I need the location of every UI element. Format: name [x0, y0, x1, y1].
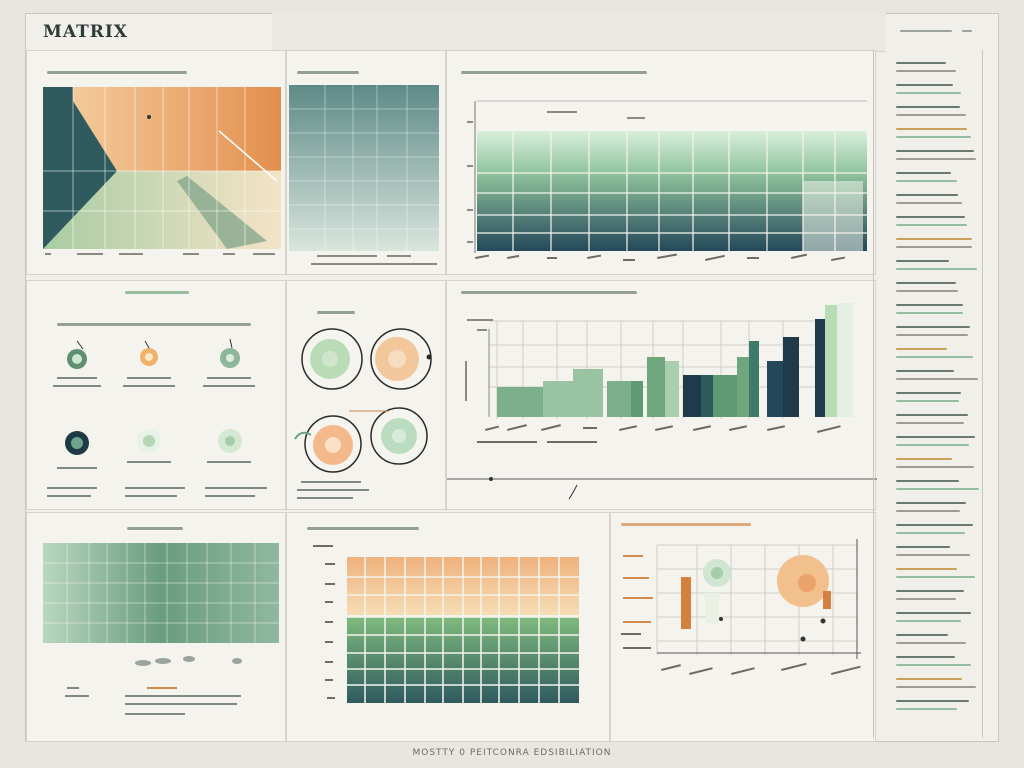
sidebar-note-line	[896, 180, 957, 182]
sidebar-note-line	[896, 238, 972, 240]
sidebar-note-line	[896, 128, 967, 130]
sidebar-note-line	[896, 656, 955, 658]
sidebar-note-line	[896, 590, 964, 592]
sidebar-note-line	[896, 224, 967, 226]
sidebar-note-line	[896, 92, 961, 94]
sidebar-note-line	[896, 356, 973, 358]
sidebar-note-line	[896, 612, 971, 614]
sidebar-note-line	[896, 326, 970, 328]
sidebar-note-line	[896, 524, 973, 526]
sidebar-note-line	[896, 532, 965, 534]
sidebar-note-line	[896, 568, 957, 570]
target-icon	[65, 431, 89, 455]
sidebar-note-line	[896, 576, 975, 578]
sidebar-note-line	[896, 172, 951, 174]
sidebar-notes	[873, 50, 983, 738]
sidebar-note-line	[896, 502, 966, 504]
sidebar-note-line	[896, 70, 956, 72]
sidebar-note-line	[896, 290, 958, 292]
panel-icon-legend[interactable]	[26, 280, 286, 510]
panel-teal-grid[interactable]	[286, 50, 446, 275]
header-tab[interactable]	[900, 25, 990, 39]
app-logo: MATRIX	[43, 22, 128, 42]
circle-cluster-chart	[294, 328, 432, 499]
icon-legend-grid	[47, 338, 267, 497]
sidebar-note-line	[896, 304, 963, 306]
sidebar-note-line	[896, 114, 966, 116]
sidebar-note-line	[896, 510, 960, 512]
target-icon	[137, 429, 161, 453]
sidebar-note-line	[896, 106, 960, 108]
sidebar-note-line	[896, 334, 968, 336]
sidebar-note-line	[896, 260, 949, 262]
sidebar-note-line	[896, 458, 952, 460]
sidebar-note-line	[896, 268, 977, 270]
panel-stacked-bars[interactable]	[446, 50, 876, 275]
sidebar-note-line	[896, 664, 971, 666]
sidebar-note-line	[896, 444, 969, 446]
panel-bar-chart[interactable]	[446, 280, 877, 510]
panel-heatmap-green[interactable]	[26, 512, 286, 742]
gradient-matrix-chart	[43, 87, 281, 255]
sidebar-note-line	[896, 436, 975, 438]
target-icon	[218, 429, 242, 453]
sidebar-note-line	[896, 642, 966, 644]
target-icon	[67, 340, 87, 369]
sidebar-note-line	[896, 620, 961, 622]
sidebar-note-line	[896, 202, 962, 204]
sidebar-note-line	[896, 84, 953, 86]
sidebar-note-line	[896, 312, 963, 314]
sidebar-note-line	[896, 62, 946, 64]
sidebar-note-line	[896, 678, 962, 680]
sidebar-note-line	[896, 546, 950, 548]
bar-chart	[465, 303, 853, 443]
target-icon	[140, 340, 158, 366]
sidebar-note-line	[896, 708, 957, 710]
green-heatmap	[43, 543, 279, 715]
sidebar-note-line	[896, 158, 976, 160]
target-icon	[220, 338, 240, 368]
sidebar-note-line	[896, 348, 947, 350]
panel-heatmap-split[interactable]	[286, 512, 610, 742]
panel-gradient-matrix[interactable]	[26, 50, 286, 275]
sidebar-note-line	[896, 400, 959, 402]
sidebar-note-line	[896, 598, 956, 600]
sidebar-note-line	[896, 194, 958, 196]
sidebar-note-line	[896, 554, 970, 556]
sidebar-note-line	[896, 392, 961, 394]
bubble-chart	[621, 539, 861, 675]
footer-caption: MOSTTY 0 PEITCONRA EDSIBILIATION	[412, 748, 612, 758]
sidebar-note-line	[896, 488, 979, 490]
sidebar-note-line	[896, 422, 964, 424]
sidebar-note-line	[896, 136, 971, 138]
sidebar-note-line	[896, 414, 968, 416]
sidebar-note-line	[896, 466, 974, 468]
sidebar-note-line	[896, 246, 972, 248]
teal-grid-chart	[289, 85, 439, 265]
sidebar-note-line	[896, 378, 978, 380]
sidebar-note-line	[896, 480, 959, 482]
header-bar	[272, 13, 886, 52]
sidebar-note-line	[896, 634, 948, 636]
sidebar-note-line	[896, 150, 974, 152]
sidebar-note-line	[896, 282, 956, 284]
panel-circle-cluster[interactable]	[286, 280, 446, 510]
panel-bubble-chart[interactable]	[610, 512, 876, 742]
stacked-bar-chart	[467, 100, 867, 261]
connector-lines	[447, 477, 877, 500]
sidebar-note-line	[896, 700, 969, 702]
sidebar-note-line	[896, 686, 976, 688]
split-heatmap	[313, 545, 579, 703]
sidebar-note-line	[896, 216, 965, 218]
sidebar-note-line	[896, 370, 954, 372]
